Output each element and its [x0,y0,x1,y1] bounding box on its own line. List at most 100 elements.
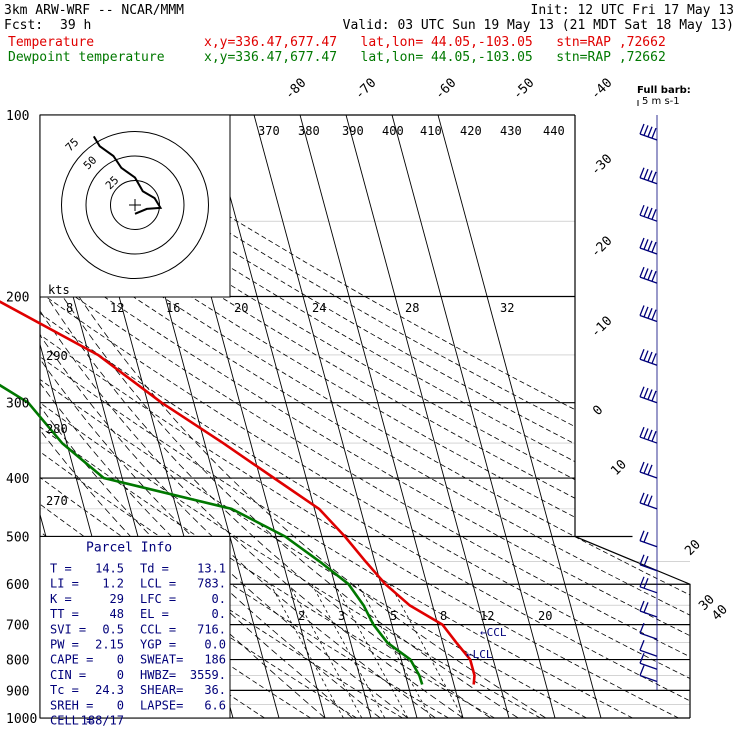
pressure-tick-label: 100 [6,109,29,124]
barb-flag [647,495,653,506]
wind-barb [639,576,658,594]
parcel-info-value: 14.5 [95,561,124,575]
mixing-ratio-line [311,584,386,718]
wind-barb [639,622,658,640]
barb-flag [639,237,645,249]
wind-barb [639,426,658,444]
barb-flag [651,127,657,139]
temperature-tick-label: -50 [510,76,537,103]
parcel-info-label: LAPSE= [140,698,183,712]
theta-label: 420 [460,124,482,138]
barb-flag [643,602,649,613]
barb-flag [643,239,649,250]
barb-flag [651,209,657,220]
theta-label: 430 [500,124,522,138]
parcel-info-value: 0.5 [102,622,124,636]
parcel-info-label: CELL = [50,713,93,727]
temperature-tick-label: 20 [682,537,704,559]
barb-flag [647,464,653,476]
parcel-info-value: 24.3 [95,683,124,697]
barb-shaft [639,649,658,657]
theta-label: 280 [46,422,68,436]
theta-label: 380 [298,124,320,138]
mixing-ratio-line [357,584,432,718]
barb-flag [639,554,645,566]
parcel-info-label: LFC = [140,592,176,606]
wind-barb [639,600,658,618]
parcel-info-value: 186 [204,653,226,667]
parcel-info-box [39,535,231,719]
hodograph-speed-label: 12 [110,301,124,315]
parcel-info-value: 0 [117,653,124,667]
barb-shaft [639,436,658,444]
pressure-tick-label: 800 [6,654,29,669]
ccl-marker: ←CCL [480,626,507,639]
moist-adiabat [78,296,547,718]
pressure-tick-label: 900 [6,684,29,699]
dry-adiabat [70,115,690,718]
moist-adiabat [62,296,519,718]
dry-adiabat [40,115,690,718]
pressure-tick-label: 700 [6,619,29,634]
isotherm [345,115,510,718]
temperature-tick-label: -80 [282,76,309,103]
pressure-tick-label: 1000 [6,712,37,727]
parcel-info-value: 188/17 [81,713,124,727]
wind-barb [639,652,658,670]
isotherm [253,115,418,718]
wind-barb [639,554,658,572]
right-axis [574,115,691,718]
valid-time: Valid: 03 UTC Sun 19 May 13 (21 MDT Sat … [342,18,734,33]
isotherm [299,115,464,718]
barb-flag [643,268,649,279]
parcel-info-label: EL = [140,607,169,621]
hodograph-speed-label: 16 [166,301,180,315]
pressure-tick-label: 500 [6,530,29,545]
dry-adiabat [40,115,690,718]
parcel-info-label: LCL = [140,577,176,591]
moist-adiabat [40,296,464,718]
barb-flag [643,125,649,136]
dewpoint-line [0,383,424,685]
temperature-tick-label: 0 [590,403,606,419]
temperature-tick-label: -70 [352,76,379,103]
pressure-tick-label: 300 [6,397,29,412]
theta-label: 400 [382,124,404,138]
wind-barb [639,237,658,255]
dry-adiabat [40,115,690,718]
parcel-info-label: Tc = [50,683,79,697]
mixing-ratio-line [270,584,344,718]
isotherm [391,115,556,718]
barb-key-unit: 5 m s-1 [642,96,680,107]
temperature-tick-label: -40 [588,76,615,103]
wind-barb [639,266,658,284]
barb-shaft [639,632,658,640]
barb-flag [639,622,645,634]
parcel-info-label: SHEAR= [140,683,183,697]
model-title: 3km ARW-WRF -- NCAR/MMM [4,3,185,18]
hodograph-speed-label: 20 [234,301,248,315]
wind-barb [639,665,658,683]
barb-flag [639,530,645,541]
barb-shaft [639,502,658,510]
parcel-info-value: 1.2 [102,577,124,591]
barb-key-title: Full barb: [637,85,691,96]
barb-flag [639,204,645,216]
parcel-info-value: 0. [212,592,226,606]
dry-adiabat [40,115,690,718]
barb-shaft [639,358,658,366]
barb-flag [647,207,653,219]
legend-dewpoint: Dewpoint temperature [8,50,165,65]
parcel-info-label: YGP = [140,637,176,651]
theta-label: 290 [46,349,68,363]
barb-flag [643,168,649,180]
barb-flag [643,428,649,439]
temperature-tick-label: -20 [588,234,615,261]
parcel-info-panel: Parcel Info T = 14.5 Td = 13.1 LI = 1.2 LCL = 78… [39,535,231,727]
mixing-ratio-label: 3 [338,609,345,623]
barb-flag [639,576,645,588]
dry-adiabat [40,115,690,718]
wind-barb [639,204,658,222]
barb-shaft [639,674,658,683]
